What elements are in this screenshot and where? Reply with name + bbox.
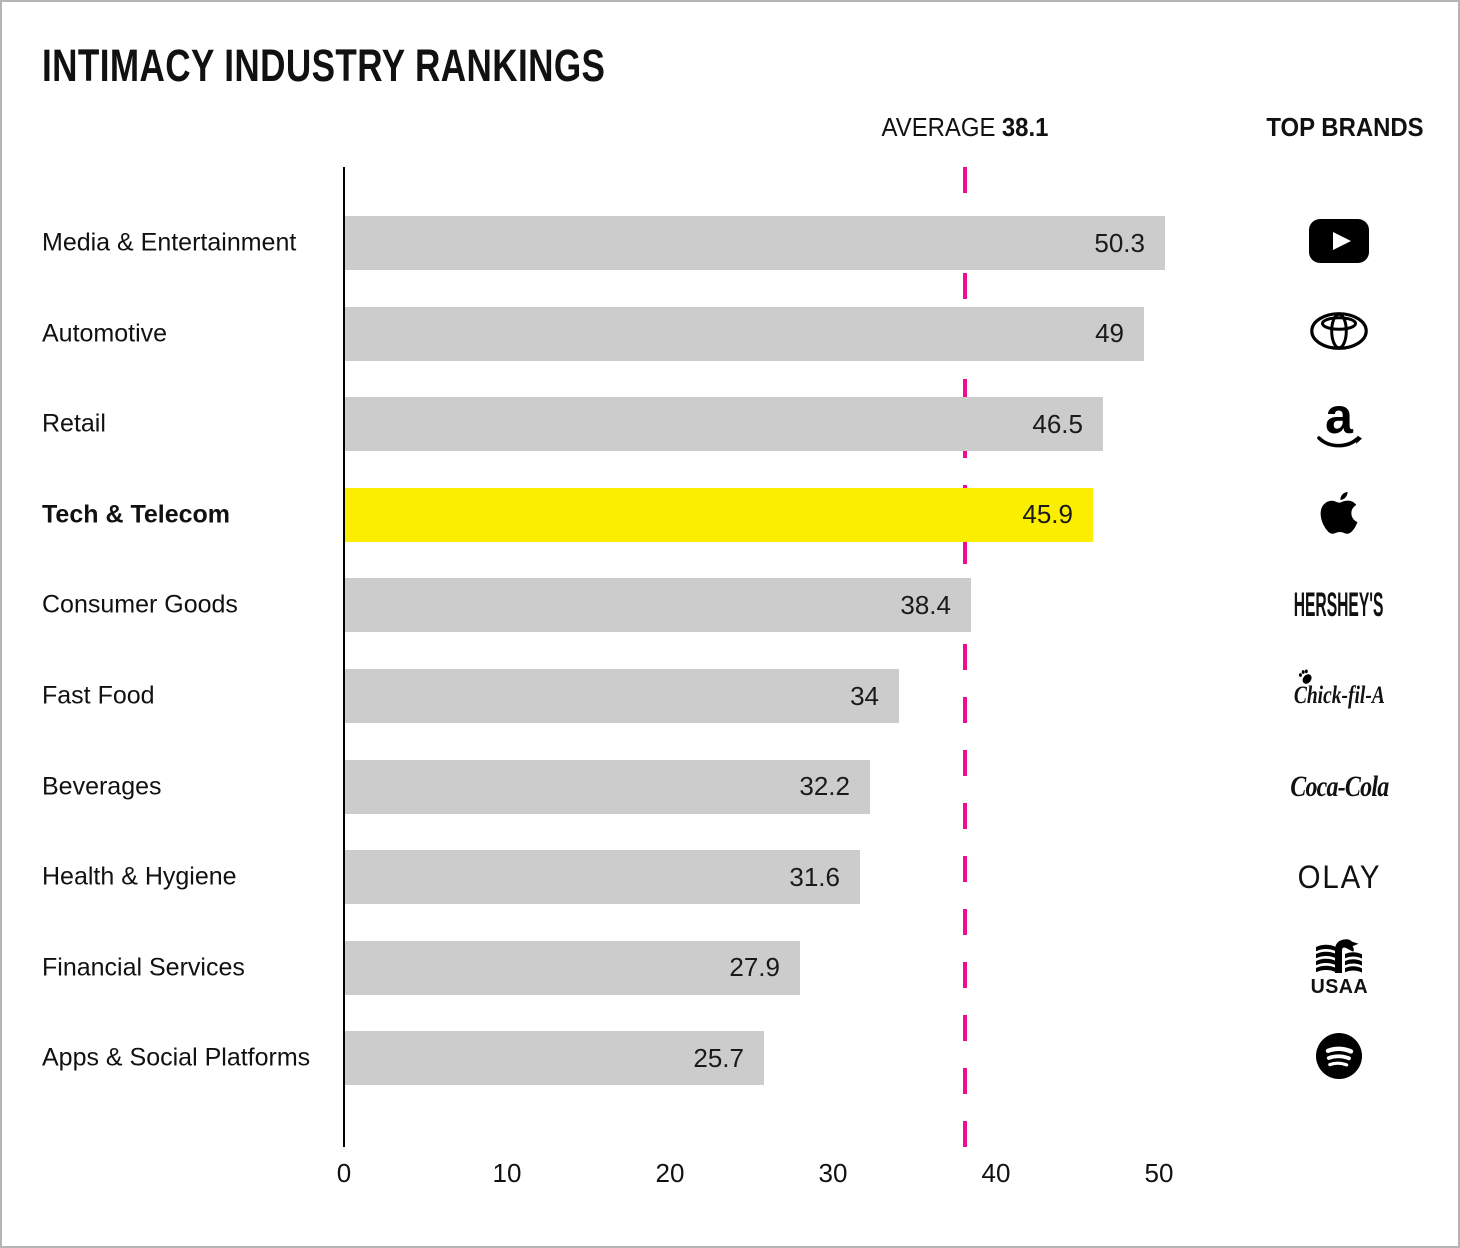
value-bar: 34	[345, 669, 899, 723]
chart-row: Apps & Social Platforms 25.7	[2, 1031, 1458, 1086]
x-axis-tick: 0	[336, 1158, 352, 1188]
brand-logo-cell	[1274, 1031, 1404, 1085]
brand-logo-cell: a	[1274, 387, 1404, 451]
category-label: Fast Food	[42, 681, 155, 710]
value-label: 49	[1095, 318, 1124, 349]
value-bar: 25.7	[345, 1031, 764, 1086]
chart-row: Retail 46.5 a	[2, 387, 1458, 452]
x-axis-tick: 50	[1144, 1158, 1174, 1188]
value-label: 25.7	[693, 1042, 744, 1073]
value-label: 50.3	[1094, 227, 1145, 258]
chart-row: Media & Entertainment 50.3	[2, 216, 1458, 270]
chart-row: Financial Services 27.9 USAA	[2, 938, 1458, 998]
brand-logo-cell: USAA	[1274, 938, 1404, 998]
brand-logo-cell	[1274, 307, 1404, 361]
usaa-logo-icon: USAA	[1310, 937, 1369, 999]
chart-row: Consumer Goods 38.4 HERSHEY'S	[2, 578, 1458, 633]
toyota-logo-icon	[1310, 312, 1368, 355]
chart-row-highlighted: Tech & Telecom 45.9	[2, 487, 1458, 542]
olay-logo-wordmark: OLAY	[1297, 858, 1381, 895]
average-dashed-line	[963, 167, 968, 1147]
value-bar: 46.5	[345, 397, 1103, 452]
chick-fil-a-doodle-icon	[1298, 669, 1312, 684]
usaa-eagle-icon	[1315, 938, 1362, 973]
apple-logo-icon	[1320, 487, 1358, 542]
value-label: 45.9	[1022, 499, 1073, 530]
average-prefix: AVERAGE	[881, 112, 996, 142]
value-label: 27.9	[729, 952, 780, 983]
x-axis-tick: 20	[655, 1158, 685, 1188]
value-bar: 27.9	[345, 940, 800, 995]
category-label: Apps & Social Platforms	[42, 1043, 311, 1072]
top-brands-header: TOP BRANDS	[1266, 112, 1424, 142]
category-label: Automotive	[42, 319, 168, 348]
youtube-logo-icon	[1309, 218, 1369, 268]
category-label: Consumer Goods	[42, 590, 238, 619]
value-label: 46.5	[1032, 408, 1083, 439]
value-bar: 50.3	[345, 216, 1165, 270]
value-bar: 31.6	[345, 850, 860, 905]
x-axis-tick: 10	[492, 1158, 522, 1188]
chick-fil-a-logo-wordmark: Chick-fil-A	[1293, 669, 1385, 710]
brand-logo-cell: Coca-Cola	[1274, 760, 1404, 814]
chart-row: Fast Food 34 Chick-fil-A	[2, 669, 1458, 723]
brand-logo-cell: Chick-fil-A	[1274, 669, 1404, 723]
amazon-smile-arrow	[1317, 435, 1362, 448]
chart-row: Health & Hygiene 31.6 OLAY	[2, 850, 1458, 905]
brand-logo-cell: HERSHEY'S	[1274, 578, 1404, 632]
category-label: Financial Services	[42, 953, 245, 982]
average-value: 38.1	[1001, 112, 1049, 142]
amazon-a-glyph: a	[1325, 387, 1353, 444]
spotify-logo-icon	[1315, 1032, 1363, 1085]
value-label: 38.4	[900, 589, 951, 620]
hersheys-logo-wordmark: HERSHEY'S	[1294, 585, 1384, 624]
category-label: Health & Hygiene	[42, 862, 237, 891]
chart-row: Automotive 49	[2, 306, 1458, 361]
brand-logo-cell	[1274, 216, 1404, 270]
value-label: 31.6	[789, 861, 840, 892]
value-bar: 32.2	[345, 759, 870, 814]
category-label: Media & Entertainment	[42, 228, 297, 257]
category-label: Beverages	[42, 772, 162, 801]
value-bar: 49	[345, 306, 1144, 361]
chart-row: Beverages 32.2 Coca-Cola	[2, 759, 1458, 814]
x-axis-tick: 30	[818, 1158, 848, 1188]
usaa-text: USAA	[1310, 975, 1368, 998]
category-label: Tech & Telecom	[42, 500, 231, 529]
brand-logo-cell	[1274, 488, 1404, 542]
brand-logo-cell: OLAY	[1274, 850, 1404, 904]
amazon-logo-icon: a	[1316, 387, 1362, 451]
value-label: 34	[850, 680, 879, 711]
value-bar: 45.9	[345, 487, 1093, 542]
x-axis-tick: 40	[981, 1158, 1011, 1188]
y-axis-line	[343, 167, 345, 1147]
average-annotation: AVERAGE 38.1	[882, 112, 1049, 143]
chick-fil-a-text: Chick-fil-A	[1293, 682, 1385, 709]
value-bar: 38.4	[345, 578, 971, 633]
category-label: Retail	[42, 409, 106, 438]
page-title: INTIMACY INDUSTRY RANKINGS	[42, 40, 606, 91]
coca-cola-logo-wordmark: Coca-Cola	[1289, 769, 1389, 803]
value-label: 32.2	[799, 771, 850, 802]
